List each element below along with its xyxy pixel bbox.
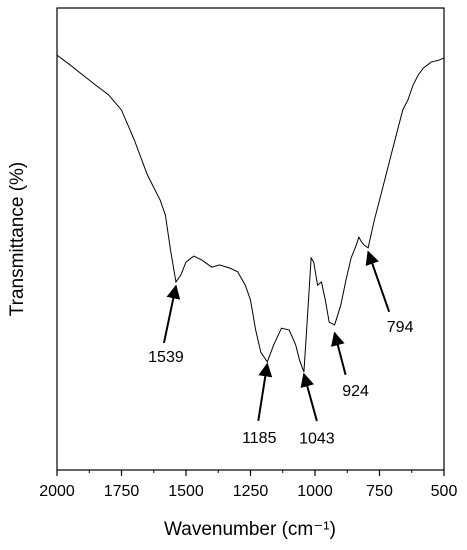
annotation-label: 794 (387, 319, 414, 336)
annotation-label: 924 (342, 383, 369, 400)
plot-frame (56, 7, 445, 471)
x-tick-label: 1500 (168, 483, 204, 500)
annotation-label: 1185 (242, 430, 277, 447)
x-axis-label: Wavenumber (cm⁻¹) (164, 519, 336, 540)
annotation-arrow (365, 250, 391, 313)
x-tick-label: 2000 (39, 483, 75, 500)
x-tick-label: 1750 (104, 483, 140, 500)
x-tick-label: 1250 (233, 483, 269, 500)
annotation-arrow (331, 331, 347, 376)
x-tick-label: 500 (431, 483, 458, 500)
spectrum-line (56, 54, 445, 373)
x-tick-label: 750 (366, 483, 393, 500)
annotation-arrow (162, 284, 181, 344)
x-tick-label: 1000 (297, 483, 333, 500)
y-axis-label: Transmittance (%) (7, 162, 28, 317)
annotation-label: 1043 (299, 430, 335, 447)
annotation-arrow (300, 372, 318, 422)
annotation-label: 1539 (148, 349, 184, 366)
annotation-arrow (257, 362, 273, 422)
